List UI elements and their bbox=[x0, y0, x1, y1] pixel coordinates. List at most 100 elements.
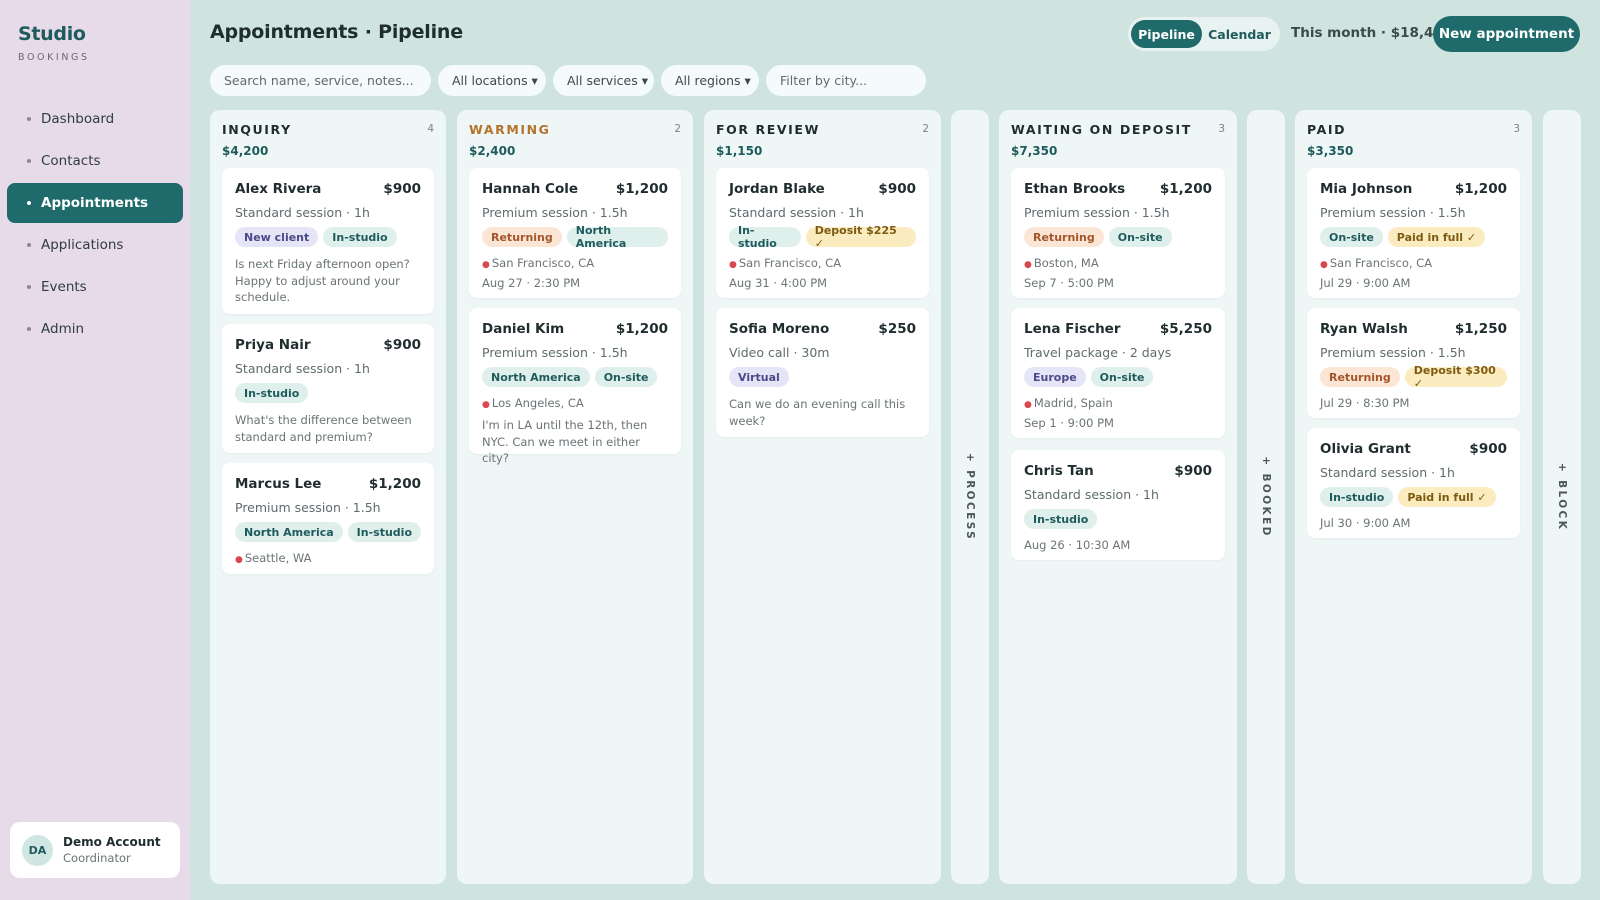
tag: Deposit $225 ✓ bbox=[805, 224, 916, 250]
client-name: Sofia Moreno bbox=[729, 321, 830, 337]
appointment-card[interactable]: Ryan Walsh $1,250 Premium session · 1.5h … bbox=[1307, 308, 1520, 418]
tag: Returning bbox=[1024, 227, 1104, 247]
service: Standard session · 1h bbox=[235, 361, 370, 376]
tag: Deposit $300 ✓ bbox=[1404, 364, 1507, 390]
bullet-icon bbox=[27, 243, 31, 247]
service: Premium session · 1.5h bbox=[1024, 205, 1170, 220]
tag: In-studio bbox=[323, 227, 397, 247]
tag: In-studio bbox=[347, 522, 421, 542]
sidebar-item-dashboard[interactable]: Dashboard bbox=[7, 99, 183, 139]
column-total: $1,150 bbox=[716, 144, 763, 158]
tag: On-site bbox=[1320, 227, 1383, 247]
sidebar-item-events[interactable]: Events bbox=[7, 267, 183, 307]
price: $1,200 bbox=[1454, 181, 1507, 197]
tag: In-studio bbox=[1320, 487, 1394, 507]
appointment-card[interactable]: Mia Johnson $1,200 Premium session · 1.5h… bbox=[1307, 168, 1520, 298]
location: ● San Francisco, CA bbox=[729, 256, 916, 270]
client-name: Hannah Cole bbox=[482, 181, 579, 197]
appointment-card[interactable]: Jordan Blake $900 Standard session · 1h I… bbox=[716, 168, 929, 298]
location-pin-icon: ● bbox=[235, 555, 243, 565]
location: ● San Francisco, CA bbox=[482, 256, 668, 270]
brand: Studio BOOKINGS bbox=[18, 23, 90, 63]
appointment-card[interactable]: Priya Nair $900 Standard session · 1h In-… bbox=[222, 324, 434, 453]
tag: North America bbox=[566, 224, 668, 250]
column-header: PAID 3 $3,350 bbox=[1307, 122, 1520, 158]
bullet-icon bbox=[27, 327, 31, 331]
sidebar: Studio BOOKINGS Dashboard Contacts Appoi… bbox=[0, 0, 190, 900]
account-card[interactable]: DA Demo Account Coordinator bbox=[10, 822, 180, 878]
sidebar-item-contacts[interactable]: Contacts bbox=[7, 141, 183, 181]
location-text: San Francisco, CA bbox=[491, 256, 595, 270]
new-appointment-button[interactable]: New appointment bbox=[1433, 16, 1580, 52]
regions-filter[interactable]: All regions ▾ bbox=[661, 65, 759, 96]
column-header: FOR REVIEW 2 $1,150 bbox=[716, 122, 929, 158]
location: ● Madrid, Spain bbox=[1024, 396, 1212, 410]
column-paid: PAID 3 $3,350 Mia Johnson $1,200 Premium … bbox=[1295, 110, 1532, 884]
column-title: PAID bbox=[1307, 122, 1347, 137]
sidebar-nav: Dashboard Contacts Appointments Applicat… bbox=[7, 99, 183, 351]
view-toggle: Pipeline Calendar bbox=[1128, 17, 1280, 51]
column-title: INQUIRY bbox=[222, 122, 292, 137]
sidebar-item-appointments[interactable]: Appointments bbox=[7, 183, 183, 223]
price: $1,200 bbox=[1159, 181, 1212, 197]
note: Can we do an evening call this week? bbox=[729, 397, 906, 428]
service: Video call · 30m bbox=[729, 345, 830, 360]
service: Standard session · 1h bbox=[235, 205, 370, 220]
bullet-icon bbox=[27, 285, 31, 289]
location-text: San Francisco, CA bbox=[738, 256, 842, 270]
service: Premium session · 1.5h bbox=[482, 345, 628, 360]
appointment-card[interactable]: Hannah Cole $1,200 Premium session · 1.5h… bbox=[469, 168, 681, 298]
appointment-time: Jul 30 · 9:00 AM bbox=[1320, 516, 1411, 530]
search-input[interactable]: Search name, service, notes... bbox=[210, 65, 431, 96]
sidebar-item-label: Events bbox=[41, 279, 87, 295]
service: Standard session · 1h bbox=[729, 205, 864, 220]
collapsed-column-process[interactable]: + PROCESS bbox=[951, 110, 989, 884]
tag: On-site bbox=[594, 367, 658, 387]
tag: Europe bbox=[1024, 367, 1086, 387]
appointment-card[interactable]: Olivia Grant $900 Standard session · 1h I… bbox=[1307, 428, 1520, 538]
brand-subtitle: BOOKINGS bbox=[18, 52, 90, 63]
location-pin-icon: ● bbox=[1024, 260, 1032, 270]
location-text: Boston, MA bbox=[1033, 256, 1099, 270]
location: ● Boston, MA bbox=[1024, 256, 1212, 270]
appointment-card[interactable]: Daniel Kim $1,200 Premium session · 1.5h … bbox=[469, 308, 681, 465]
sidebar-item-applications[interactable]: Applications bbox=[7, 225, 183, 265]
appointment-card[interactable]: Alex Rivera $900 Standard session · 1h Ne… bbox=[222, 168, 434, 314]
services-filter[interactable]: All services ▾ bbox=[553, 65, 654, 96]
column-header: WAITING ON DEPOSIT 3 $7,350 bbox=[1011, 122, 1225, 158]
sidebar-item-label: Contacts bbox=[41, 153, 101, 169]
toggle-pipeline[interactable]: Pipeline bbox=[1131, 20, 1202, 48]
tag: Virtual bbox=[729, 367, 789, 387]
locations-filter[interactable]: All locations ▾ bbox=[438, 65, 546, 96]
tag: North America bbox=[235, 522, 343, 542]
appointment-time: Jul 29 · 8:30 PM bbox=[1320, 396, 1410, 410]
appointment-card[interactable]: Lena Fischer $5,250 Travel package · 2 da… bbox=[1011, 308, 1225, 438]
client-name: Ryan Walsh bbox=[1320, 321, 1408, 337]
page-title: Appointments · Pipeline bbox=[210, 21, 463, 43]
bullet-icon bbox=[27, 117, 31, 121]
client-name: Priya Nair bbox=[235, 337, 311, 353]
collapsed-column-booked[interactable]: + BOOKED bbox=[1247, 110, 1285, 884]
service: Premium session · 1.5h bbox=[482, 205, 628, 220]
tag: In-studio bbox=[1024, 509, 1098, 529]
appointment-card[interactable]: Marcus Lee $1,200 Premium session · 1.5h … bbox=[222, 463, 434, 574]
client-name: Ethan Brooks bbox=[1024, 181, 1126, 197]
location-pin-icon: ● bbox=[1024, 400, 1032, 410]
appointment-time: Aug 27 · 2:30 PM bbox=[482, 276, 581, 290]
location: ● Seattle, WA bbox=[235, 551, 421, 565]
column-waiting-on-deposit: WAITING ON DEPOSIT 3 $7,350 Ethan Brooks… bbox=[999, 110, 1237, 884]
city-filter-input[interactable]: Filter by city... bbox=[766, 65, 926, 96]
collapsed-column-block[interactable]: + BLOCK bbox=[1543, 110, 1581, 884]
collapsed-label: + BLOCK bbox=[1556, 462, 1568, 532]
client-name: Mia Johnson bbox=[1320, 181, 1413, 197]
avatar: DA bbox=[22, 834, 53, 866]
appointment-card[interactable]: Ethan Brooks $1,200 Premium session · 1.5… bbox=[1011, 168, 1225, 298]
account-role: Coordinator bbox=[63, 851, 131, 865]
toggle-calendar[interactable]: Calendar bbox=[1208, 26, 1271, 42]
sidebar-item-admin[interactable]: Admin bbox=[7, 309, 183, 349]
appointment-card[interactable]: Sofia Moreno $250 Video call · 30m Virtua… bbox=[716, 308, 929, 437]
client-name: Chris Tan bbox=[1024, 463, 1094, 479]
note: What's the difference between standard a… bbox=[235, 413, 412, 444]
appointment-card[interactable]: Chris Tan $900 Standard session · 1h In-s… bbox=[1011, 450, 1225, 560]
location-pin-icon: ● bbox=[1320, 260, 1328, 270]
